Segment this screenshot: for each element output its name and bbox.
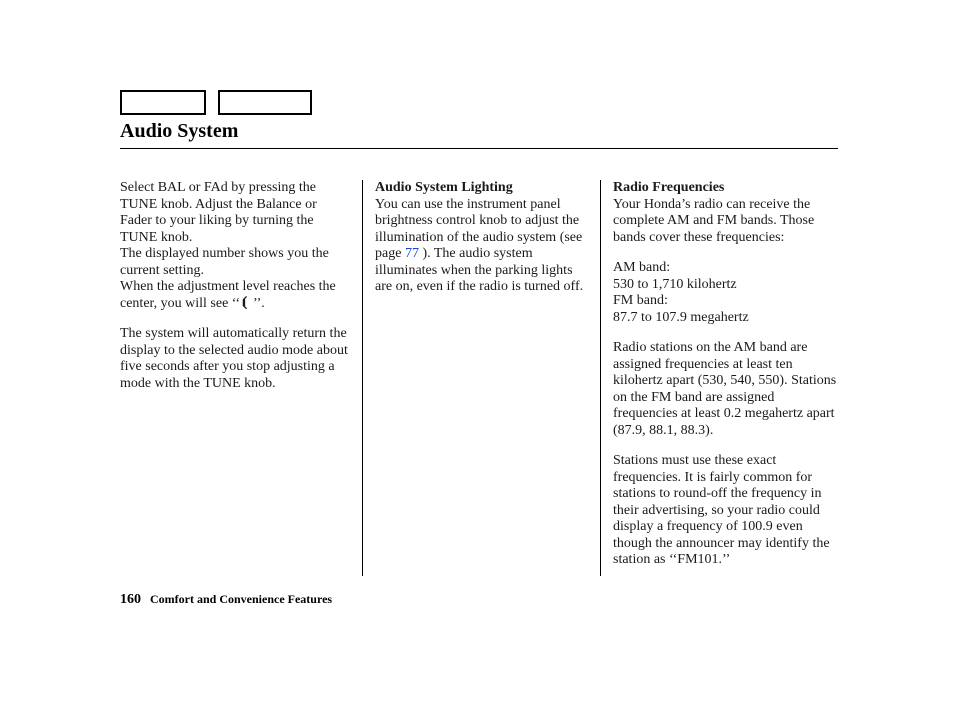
am-band-label: AM band: (613, 260, 670, 275)
body-columns: Select BAL or FAd by pressing the TUNE k… (120, 180, 838, 576)
page-number: 160 (120, 592, 141, 607)
column-3: Radio Frequencies Your Honda’s radio can… (600, 180, 838, 576)
header-box-1 (120, 90, 206, 115)
header-box-2 (218, 90, 312, 115)
col3-bands: AM band: 530 to 1,710 kilohertz FM band:… (613, 260, 838, 326)
col3-block1: Radio Frequencies Your Honda’s radio can… (613, 180, 838, 246)
manual-page: Audio System Select BAL or FAd by pressi… (0, 0, 954, 710)
col2-heading: Audio System Lighting (375, 180, 513, 195)
center-glyph-icon: ⦗ (240, 296, 249, 312)
title-rule (120, 148, 838, 149)
section-name: Comfort and Convenience Features (150, 592, 332, 606)
col3-p4: Stations must use these exact frequencie… (613, 453, 838, 569)
fm-band-label: FM band: (613, 293, 668, 308)
column-2: Audio System Lighting You can use the in… (362, 180, 600, 576)
col3-p1: Your Honda’s radio can receive the compl… (613, 197, 814, 245)
col3-p3: Radio stations on the AM band are assign… (613, 340, 838, 439)
col1-block1: Select BAL or FAd by pressing the TUNE k… (120, 180, 348, 312)
am-band-range: 530 to 1,710 kilohertz (613, 277, 737, 292)
page-reference-link[interactable]: 77 (405, 246, 419, 261)
col1-p1c-post: ’’. (250, 296, 265, 311)
header-boxes (120, 90, 312, 115)
fm-band-range: 87.7 to 107.9 megahertz (613, 310, 749, 325)
column-1: Select BAL or FAd by pressing the TUNE k… (120, 180, 362, 576)
page-footer: 160 Comfort and Convenience Features (120, 592, 332, 608)
col1-p1b: The displayed number shows you the curre… (120, 246, 329, 278)
col1-p1c-pre: When the adjustment level reaches the ce… (120, 279, 336, 311)
col2-block1: Audio System Lighting You can use the in… (375, 180, 586, 296)
col3-heading: Radio Frequencies (613, 180, 724, 195)
page-title: Audio System (120, 120, 238, 143)
col1-p1a: Select BAL or FAd by pressing the TUNE k… (120, 180, 317, 245)
col1-p2: The system will automatically return the… (120, 326, 348, 392)
